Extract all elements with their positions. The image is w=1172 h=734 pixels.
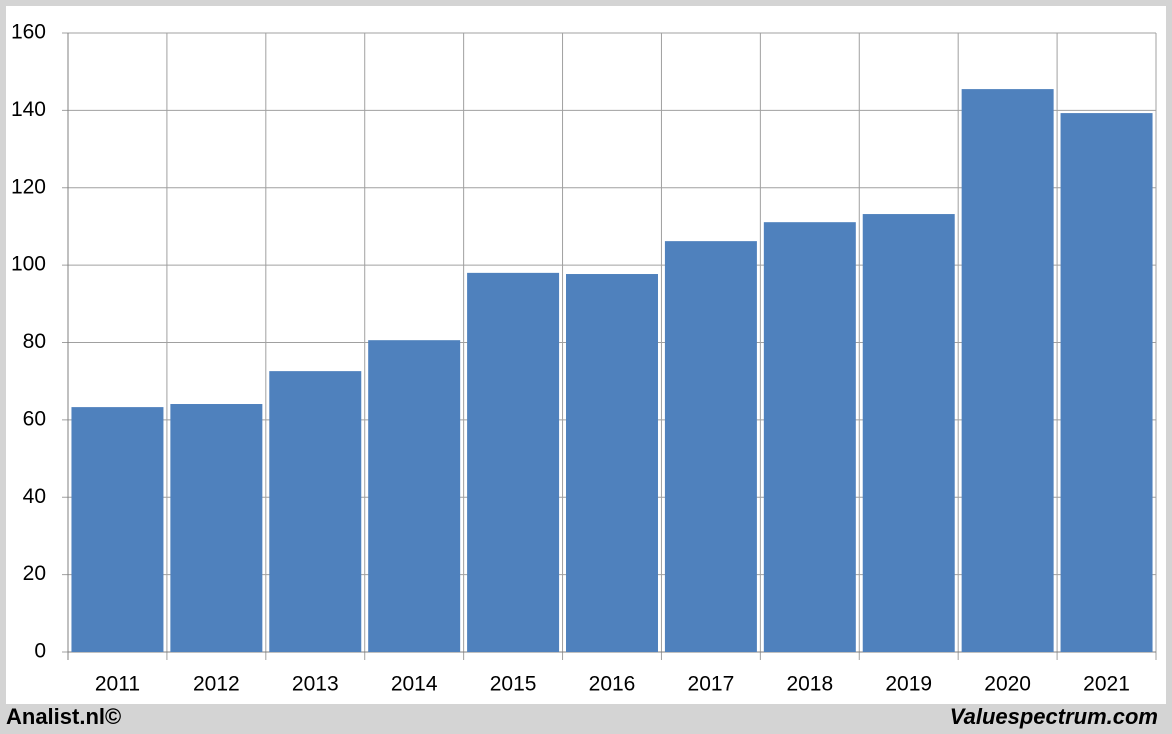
x-tick-label: 2018 xyxy=(786,673,833,696)
y-tick-label: 120 xyxy=(11,175,46,198)
bar xyxy=(269,371,362,652)
footer-right: Valuespectrum.com xyxy=(950,704,1158,729)
y-tick-label: 20 xyxy=(23,562,46,585)
x-tick-label: 2019 xyxy=(885,673,932,696)
y-tick-label: 40 xyxy=(23,485,46,508)
y-tick-label: 140 xyxy=(11,98,46,121)
bar xyxy=(763,222,856,652)
x-tick-label: 2014 xyxy=(391,673,438,696)
x-tick-label: 2017 xyxy=(688,673,735,696)
y-tick-label: 80 xyxy=(23,330,46,353)
y-tick-label: 160 xyxy=(11,21,46,44)
y-tick-label: 0 xyxy=(34,640,46,663)
bar xyxy=(170,404,263,652)
bar xyxy=(368,340,461,652)
y-tick-label: 100 xyxy=(11,253,46,276)
bar xyxy=(71,407,164,652)
x-tick-label: 2011 xyxy=(95,673,140,696)
x-tick-label: 2015 xyxy=(490,673,537,696)
bar xyxy=(467,272,560,652)
x-tick-label: 2016 xyxy=(589,673,636,696)
bar xyxy=(862,214,955,652)
x-tick-label: 2013 xyxy=(292,673,339,696)
y-tick-label: 60 xyxy=(23,407,46,430)
bar xyxy=(1060,113,1153,652)
x-tick-label: 2021 xyxy=(1083,673,1130,696)
bar xyxy=(664,241,757,653)
bar xyxy=(566,274,658,652)
bar xyxy=(961,89,1054,653)
footer-left: Analist.nl© xyxy=(6,704,121,729)
x-tick-label: 2020 xyxy=(984,673,1031,696)
x-tick-label: 2012 xyxy=(193,673,240,696)
